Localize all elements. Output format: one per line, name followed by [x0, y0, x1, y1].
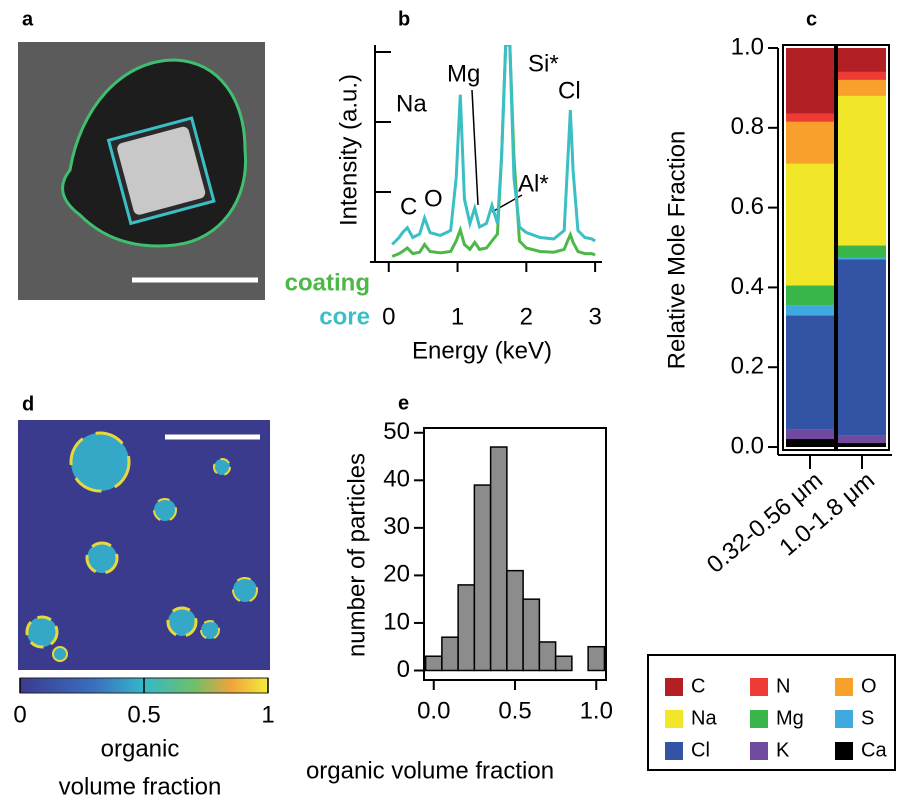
- legend-entry: core: [319, 303, 370, 330]
- bar-segment: [786, 315, 834, 430]
- bar-segment: [786, 163, 834, 286]
- bar-segment: [786, 429, 834, 440]
- y-tick-label: 30: [383, 513, 410, 540]
- x-tick-label: 0: [382, 303, 395, 330]
- histogram-bar: [587, 645, 606, 672]
- bar-segment: [838, 79, 886, 96]
- panel-label: d: [22, 393, 34, 415]
- bar-segment: [838, 71, 886, 80]
- legend-swatch: [835, 742, 853, 760]
- legend-swatch: [750, 678, 768, 696]
- plots: 0 0.5 1 organic volume fraction b coating core 0…: [13, 8, 892, 800]
- annotation: Mg: [447, 60, 480, 87]
- histogram-bar: [489, 446, 508, 672]
- y-tick-label: 50: [383, 418, 410, 445]
- annotation: C: [400, 193, 417, 220]
- annotation: Si*: [528, 50, 559, 77]
- colorbar-label: volume fraction: [59, 773, 222, 800]
- legend-entry: K: [776, 739, 790, 761]
- y-tick-label: 0.4: [731, 273, 764, 300]
- legend-swatch: [750, 710, 768, 728]
- y-tick-label: 20: [383, 561, 410, 588]
- spectrum-line: [391, 45, 596, 246]
- x-tick-label: 1.0: [580, 697, 613, 724]
- bar-outline: [782, 44, 838, 452]
- legend-swatch: [750, 742, 768, 760]
- y-tick-label: 0.2: [731, 353, 764, 380]
- bar-segment: [786, 121, 834, 164]
- x-axis-title: Energy (keV): [412, 337, 552, 364]
- y-tick-label: 0.0: [731, 432, 764, 459]
- legend-entry: C: [691, 675, 705, 697]
- histogram-bar: [506, 569, 524, 672]
- bar-segment: [786, 48, 834, 114]
- x-tick-label: 3: [588, 303, 601, 330]
- legend-swatch: [665, 710, 683, 728]
- histogram-bar: [473, 484, 492, 672]
- legend-entry: Mg: [776, 707, 804, 729]
- legend-entry: Na: [691, 707, 717, 729]
- panel-label: b: [398, 8, 410, 30]
- y-tick-label: 0: [397, 656, 410, 683]
- legend-swatch: [835, 710, 853, 728]
- bar-segment: [786, 285, 834, 306]
- annotation: Al*: [518, 170, 549, 197]
- legend-entry: O: [861, 675, 877, 697]
- bar-segment: [838, 435, 886, 444]
- micrograph-a: [18, 42, 265, 300]
- bar-segment: [838, 245, 886, 258]
- colorbar-tick-label: 1: [261, 701, 274, 728]
- bar-segment: [786, 439, 834, 448]
- bar-outline: [834, 44, 890, 452]
- y-axis-title: Intensity (a.u.): [335, 74, 362, 226]
- panel-label: e: [398, 392, 409, 414]
- y-tick-label: 10: [383, 608, 410, 635]
- annotation: O: [424, 185, 443, 212]
- organic-map-d: [18, 420, 270, 670]
- x-tick-label: 0.5: [498, 697, 531, 724]
- colorbar-tick-label: 0.5: [127, 701, 160, 728]
- legend-box: [647, 654, 896, 771]
- panel-label: c: [806, 8, 817, 30]
- legend-entry: N: [776, 675, 790, 697]
- histogram-bar: [424, 655, 443, 672]
- peak-annotations: Na Mg Si* Cl C O Al*: [396, 50, 581, 220]
- x-tick-label: 0.0: [417, 697, 450, 724]
- y-tick-label: 1.0: [731, 33, 764, 60]
- bar-segment: [786, 305, 834, 316]
- x-axis-title: organic volume fraction: [306, 757, 554, 784]
- bar-segment: [838, 259, 886, 436]
- legend-entry: Cl: [691, 739, 710, 761]
- x-tick-label: 1: [451, 303, 464, 330]
- y-tick-label: 0.8: [731, 113, 764, 140]
- histogram-bar: [457, 584, 476, 672]
- y-axis-title: Relative Mole Fraction: [663, 131, 690, 370]
- x-tick-label: 2: [520, 303, 533, 330]
- annotation: Na: [396, 90, 427, 117]
- histogram-bar: [538, 641, 557, 672]
- y-tick-label: 0.6: [731, 193, 764, 220]
- y-axis-title: number of particles: [343, 453, 370, 657]
- legend-swatch: [665, 678, 683, 696]
- legend-swatch: [835, 678, 853, 696]
- histogram-bar: [554, 655, 573, 672]
- bar-segment: [838, 257, 886, 260]
- legend-entry: coating: [285, 269, 370, 296]
- bar-segment: [838, 443, 886, 448]
- colorbar-label: organic: [101, 735, 180, 762]
- legend-entry: Ca: [861, 739, 887, 761]
- panel-label: a: [22, 8, 34, 30]
- y-tick-label: 40: [383, 466, 410, 493]
- annotation: Cl: [558, 77, 581, 104]
- legend-entry: S: [861, 707, 874, 729]
- histogram-bar: [522, 598, 541, 672]
- colorbar-tick-label: 0: [13, 701, 26, 728]
- spectrum-line: [391, 45, 596, 258]
- bar-segment: [838, 48, 886, 72]
- bar-segment: [786, 113, 834, 122]
- histogram-bar: [441, 636, 459, 672]
- legend-swatch: [665, 742, 683, 760]
- bar-segment: [838, 95, 886, 246]
